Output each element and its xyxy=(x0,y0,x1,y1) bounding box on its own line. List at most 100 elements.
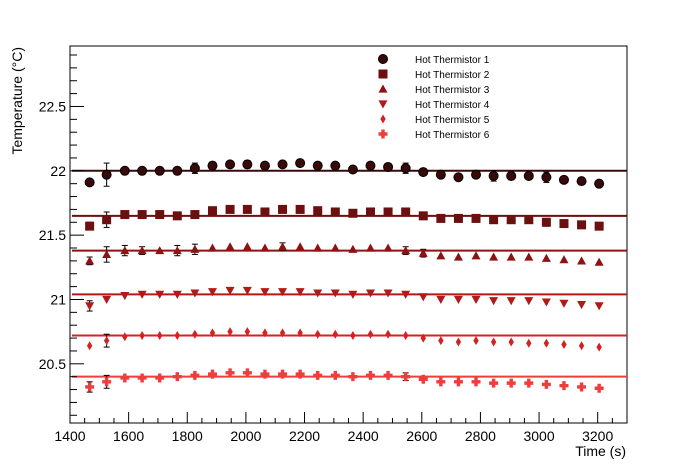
x-tick-label: 3200 xyxy=(582,428,613,444)
data-point xyxy=(418,167,429,178)
data-point xyxy=(401,290,411,299)
data-point xyxy=(420,333,426,343)
data-point xyxy=(577,220,587,230)
y-tick-label: 20.5 xyxy=(39,356,66,372)
data-point xyxy=(489,252,499,261)
data-point xyxy=(242,286,252,295)
data-point xyxy=(137,373,147,383)
series xyxy=(84,158,605,189)
data-point xyxy=(260,207,270,217)
data-point xyxy=(137,246,147,255)
data-point xyxy=(330,160,341,171)
data-point xyxy=(453,295,463,304)
legend-entry: Hot Thermistor 4 xyxy=(415,100,490,111)
data-point xyxy=(139,331,145,341)
data-point xyxy=(172,165,183,176)
data-point xyxy=(190,210,200,220)
data-point xyxy=(455,337,462,347)
data-point xyxy=(155,290,165,299)
data-point xyxy=(330,243,340,252)
data-point xyxy=(365,243,375,252)
data-point xyxy=(347,164,358,175)
data-point xyxy=(278,288,288,297)
plot-frame xyxy=(69,45,628,424)
data-point xyxy=(227,327,233,337)
series xyxy=(85,286,604,312)
data-point xyxy=(453,172,464,183)
data-point xyxy=(330,289,340,298)
data-point xyxy=(244,327,251,337)
data-point xyxy=(490,337,497,347)
data-point xyxy=(122,332,128,342)
data-point xyxy=(383,161,394,172)
series xyxy=(85,368,604,393)
data-point xyxy=(594,178,605,189)
data-point xyxy=(453,377,463,387)
data-point xyxy=(207,160,218,171)
data-point xyxy=(367,329,374,339)
data-point xyxy=(541,379,551,389)
data-point xyxy=(489,378,499,388)
data-point xyxy=(102,295,112,304)
data-point xyxy=(225,286,235,295)
data-point xyxy=(119,165,130,176)
data-point xyxy=(541,253,551,262)
data-point xyxy=(578,341,585,351)
data-point xyxy=(488,170,499,181)
data-point xyxy=(101,169,112,180)
data-point xyxy=(506,170,517,181)
data-point xyxy=(383,243,393,252)
data-point xyxy=(278,369,288,379)
data-point xyxy=(209,328,216,338)
data-point xyxy=(506,215,516,225)
data-point xyxy=(278,242,288,251)
y-tick-label: 21.5 xyxy=(39,227,66,243)
data-point xyxy=(471,377,481,387)
data-point xyxy=(418,293,428,302)
data-point xyxy=(330,207,340,217)
data-point xyxy=(365,289,375,298)
data-point xyxy=(225,159,236,170)
data-point xyxy=(561,340,567,350)
data-point xyxy=(315,329,321,339)
legend-entry: Hot Thermistor 1 xyxy=(415,55,490,66)
data-point xyxy=(192,329,198,339)
data-point xyxy=(155,210,165,220)
data-point xyxy=(85,302,95,311)
data-point xyxy=(120,292,130,301)
data-point xyxy=(297,328,303,338)
data-point xyxy=(102,377,112,387)
data-point xyxy=(137,210,147,220)
series xyxy=(85,242,604,266)
data-point xyxy=(189,163,200,174)
data-point xyxy=(348,372,358,382)
data-point xyxy=(278,204,288,214)
legend-entry: Hot Thermistor 5 xyxy=(415,115,490,126)
x-tick-label: 3000 xyxy=(523,428,554,444)
data-point xyxy=(350,331,356,341)
legend-marker xyxy=(378,54,388,64)
data-point xyxy=(436,213,446,223)
data-point xyxy=(365,160,376,171)
legend-marker xyxy=(378,100,388,109)
data-point xyxy=(190,370,200,380)
data-point xyxy=(155,373,165,383)
x-tick-label: 2200 xyxy=(289,428,320,444)
data-point xyxy=(524,252,534,261)
data-point xyxy=(418,374,428,384)
data-point xyxy=(541,217,551,227)
data-point xyxy=(313,243,323,252)
data-point xyxy=(596,342,602,352)
y-tick-label: 22 xyxy=(50,163,66,179)
data-point xyxy=(295,204,305,214)
data-point xyxy=(295,242,305,251)
data-point xyxy=(453,252,463,261)
data-point xyxy=(277,159,288,170)
data-point xyxy=(594,383,604,393)
data-point xyxy=(207,288,217,297)
data-point xyxy=(174,331,180,341)
x-axis-label: Time (s) xyxy=(575,443,626,459)
data-point xyxy=(313,206,323,216)
data-point xyxy=(332,329,339,339)
data-point xyxy=(312,160,323,171)
